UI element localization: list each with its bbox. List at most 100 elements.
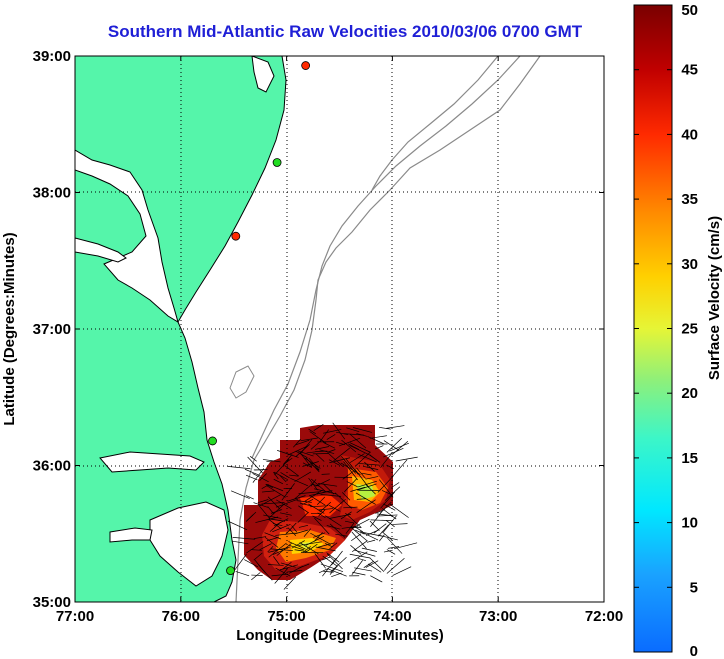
- velocity-vector: [329, 556, 347, 573]
- station-site-3: [231, 231, 241, 241]
- velocity-vector: [365, 560, 379, 568]
- colorbar-tick-label: 45: [681, 62, 698, 79]
- velocity-vector: [298, 524, 309, 528]
- velocity-vector: [298, 491, 320, 495]
- velocity-vector: [227, 520, 248, 531]
- velocity-vector: [343, 461, 358, 481]
- velocity-vector: [282, 561, 292, 570]
- velocity-vector: [383, 440, 400, 451]
- velocity-vector: [231, 540, 249, 545]
- velocity-vector: [263, 514, 282, 519]
- velocity-vector: [341, 439, 357, 453]
- velocity-vector: [376, 514, 398, 517]
- radar-stations: [208, 61, 311, 576]
- velocity-vector: [261, 490, 275, 493]
- velocity-vector: [354, 567, 373, 572]
- velocity-vector: [246, 541, 264, 554]
- velocity-vector: [343, 433, 365, 436]
- velocity-vector: [298, 505, 310, 514]
- velocity-vector: [266, 536, 279, 542]
- velocity-vector: [378, 524, 389, 537]
- velocity-vector: [289, 474, 299, 477]
- velocity-vector: [387, 546, 400, 549]
- velocity-vector: [267, 496, 281, 510]
- velocity-vector: [370, 575, 383, 583]
- y-tick-label: 36:00: [33, 458, 71, 475]
- velocity-vector: [377, 534, 398, 541]
- velocity-vector: [294, 471, 312, 482]
- velocity-vector: [380, 452, 393, 468]
- velocity-vector: [334, 492, 352, 509]
- velocity-vector: [295, 439, 310, 446]
- velocity-vector: [268, 518, 285, 522]
- velocity-vector: [298, 563, 310, 569]
- velocity-vector: [287, 495, 306, 502]
- velocity-vector: [294, 484, 311, 500]
- velocity-vector: [375, 509, 385, 514]
- velocity-vector: [291, 540, 305, 549]
- velocity-vector: [353, 549, 376, 557]
- velocity-vector: [331, 550, 343, 566]
- velocity-vector: [302, 461, 319, 467]
- colorbar-label: Surface Velocity (cm/s): [706, 216, 723, 380]
- velocity-vector: [320, 563, 344, 573]
- velocity-vector: [379, 501, 392, 514]
- velocity-vector: [382, 508, 397, 520]
- y-axis-ticks: 39:00 38:00 37:00 36:00 35:00: [33, 48, 604, 611]
- velocity-vector: [280, 562, 296, 568]
- velocity-vector: [313, 532, 323, 542]
- velocity-vector: [389, 503, 409, 518]
- velocity-vector: [329, 498, 346, 514]
- velocity-vector: [266, 483, 284, 492]
- colorbar-tick-label: 30: [681, 256, 698, 273]
- velocity-vector: [389, 442, 409, 452]
- velocity-vector: [352, 427, 372, 433]
- velocity-vector: [381, 531, 393, 541]
- velocity-vector: [286, 570, 303, 573]
- velocity-vector: [349, 445, 371, 456]
- velocity-vector: [322, 483, 335, 495]
- bathymetry-contour-3: [371, 56, 499, 191]
- velocity-vector: [271, 573, 289, 577]
- colorbar-tick-label: 15: [681, 450, 698, 467]
- velocity-vector: [276, 499, 292, 510]
- velocity-vector: [244, 468, 261, 477]
- velocity-vector: [272, 523, 291, 533]
- velocity-vector: [276, 542, 292, 556]
- velocity-vector: [384, 486, 401, 501]
- velocity-vectors: [227, 422, 418, 590]
- colorbar: [633, 4, 673, 653]
- velocity-vector: [323, 442, 336, 449]
- velocity-vector: [264, 532, 282, 540]
- velocity-vector: [392, 566, 412, 576]
- velocity-vector: [282, 454, 293, 465]
- velocity-vector: [355, 529, 365, 535]
- velocity-vector: [387, 537, 403, 554]
- velocity-vector: [369, 435, 388, 439]
- velocity-vector: [352, 571, 366, 576]
- velocity-vector: [235, 571, 250, 577]
- velocity-vector: [244, 559, 259, 568]
- velocity-vector: [284, 465, 300, 477]
- velocity-vector: [308, 477, 318, 491]
- velocity-vector: [349, 442, 371, 453]
- velocity-vector: [367, 436, 385, 445]
- velocity-vector: [350, 526, 368, 541]
- velocity-vector: [308, 490, 333, 497]
- velocity-vector: [317, 508, 334, 511]
- velocity-vector: [377, 475, 394, 493]
- velocity-vector: [230, 490, 250, 499]
- x-tick-label: 77:00: [56, 608, 94, 625]
- y-tick-label: 39:00: [33, 48, 71, 65]
- velocity-vector: [326, 552, 340, 563]
- velocity-vector: [280, 472, 290, 479]
- velocity-vector: [257, 499, 269, 504]
- velocity-vector: [391, 459, 408, 478]
- velocity-vector: [255, 516, 279, 523]
- velocity-vector: [391, 482, 400, 488]
- velocity-vector: [383, 503, 396, 511]
- station-site-4: [208, 436, 217, 446]
- velocity-vector: [374, 445, 384, 450]
- velocity-vector: [326, 434, 336, 440]
